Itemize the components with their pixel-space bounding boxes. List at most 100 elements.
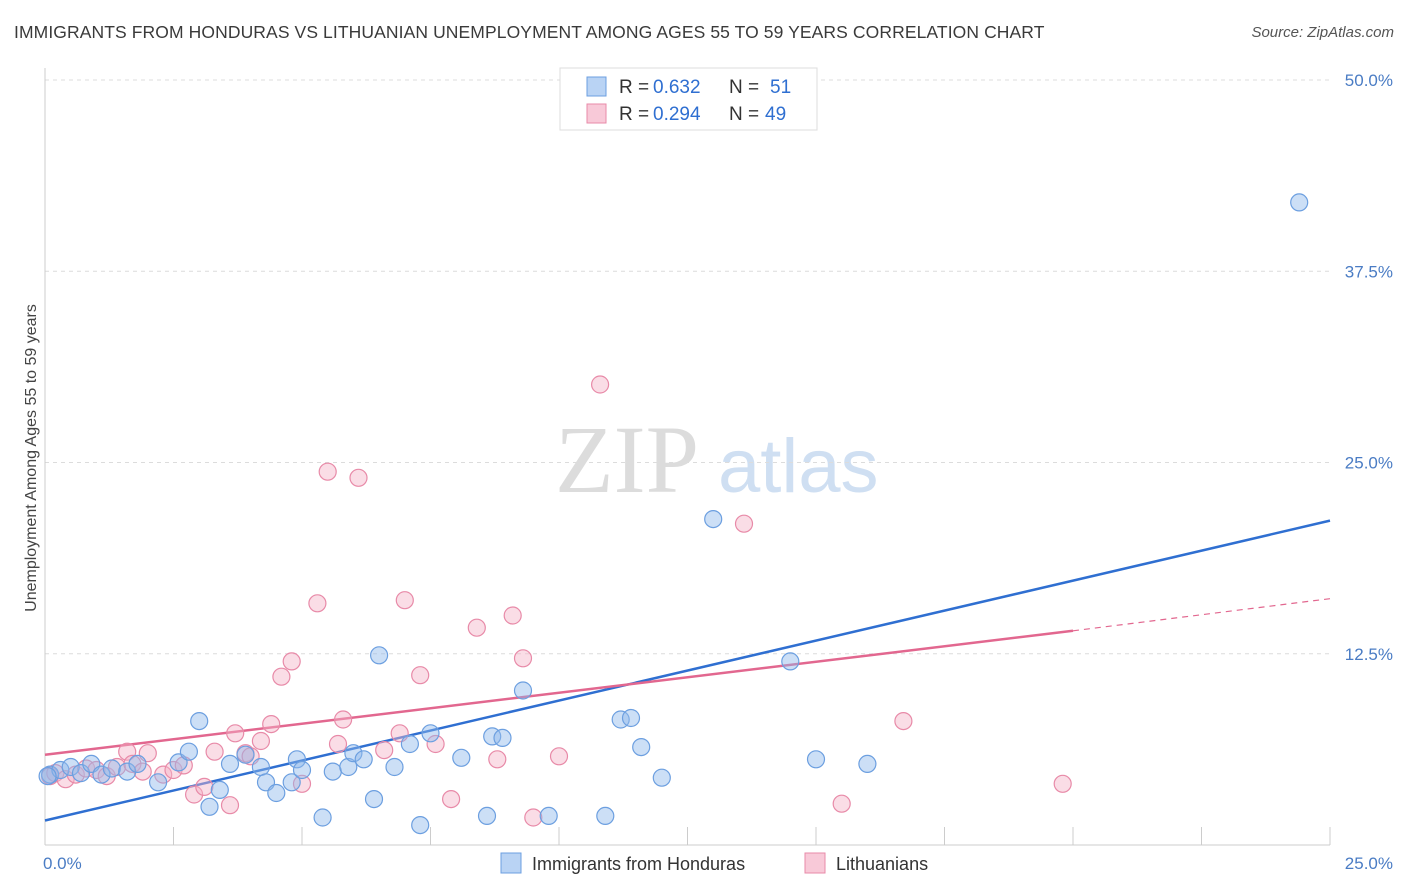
point-lithuanians-25 — [282, 652, 301, 671]
watermark-atlas: atlas — [718, 424, 879, 509]
point-lithuanians-45 — [734, 514, 754, 533]
point-honduras-49 — [1290, 193, 1309, 212]
point-lithuanians-41 — [513, 649, 533, 668]
point-lithuanians-14 — [174, 756, 193, 775]
point-honduras-8 — [128, 754, 147, 774]
bottom-legend-swatch-honduras — [500, 852, 522, 874]
point-lithuanians-38 — [467, 618, 486, 637]
point-honduras-40 — [596, 806, 615, 826]
point-lithuanians-35 — [411, 666, 430, 685]
axes — [44, 68, 1331, 846]
trend-line-lithuanians — [44, 629, 1074, 756]
y-tick-label-2: 37.5% — [1345, 262, 1393, 281]
x-tick-label-0: 0.0% — [43, 854, 82, 873]
bottom-legend-label-honduras: Immigrants from Honduras — [532, 854, 745, 874]
trend-line-lithuanians-extrapolated — [1072, 598, 1331, 632]
point-lithuanians-48 — [1053, 774, 1072, 793]
trend-lines — [44, 519, 1331, 822]
point-lithuanians-16 — [195, 777, 214, 797]
point-lithuanians-29 — [328, 734, 348, 754]
point-honduras-47 — [806, 750, 826, 769]
point-honduras-43 — [632, 737, 651, 757]
point-honduras-2 — [61, 757, 80, 777]
stats-legend: R = 0.632 N = 51 R = 0.294 N = 49 — [559, 67, 818, 131]
point-lithuanians-31 — [349, 468, 368, 487]
point-honduras-46 — [781, 652, 800, 671]
point-honduras-39 — [539, 806, 558, 826]
legend-swatch-lithuanians — [586, 103, 607, 124]
point-honduras-22 — [292, 760, 312, 780]
watermark-zip: ZIP — [555, 406, 699, 513]
point-lithuanians-34 — [395, 591, 414, 610]
series-legend: Immigrants from Honduras Lithuanians — [500, 852, 928, 874]
legend-r-label-1: R = — [619, 77, 649, 98]
point-honduras-20 — [282, 773, 301, 792]
point-lithuanians-37 — [442, 789, 461, 809]
point-lithuanians-43 — [549, 747, 569, 766]
grid-lines — [45, 79, 1330, 655]
point-honduras-12 — [190, 711, 209, 731]
chart-source: Source: ZipAtlas.com — [1251, 24, 1394, 41]
point-lithuanians-44 — [590, 375, 610, 394]
x-tick-label-1: 25.0% — [1345, 854, 1393, 873]
chart-title: IMMIGRANTS FROM HONDURAS VS LITHUANIAN U… — [14, 22, 1045, 42]
point-honduras-25 — [339, 757, 358, 777]
point-honduras-27 — [354, 750, 373, 769]
point-honduras-50 — [38, 766, 57, 786]
point-lithuanians-23 — [262, 714, 281, 734]
point-lithuanians-32 — [375, 740, 394, 760]
point-lithuanians-24 — [272, 667, 291, 686]
point-honduras-5 — [92, 765, 111, 784]
legend-r-label-2: R = — [619, 104, 649, 125]
point-lithuanians-17 — [205, 742, 224, 761]
legend-r-value-1: 0.632 — [653, 77, 701, 98]
legend-r-value-2: 0.294 — [653, 104, 701, 125]
point-honduras-13 — [200, 797, 219, 816]
point-honduras-16 — [236, 745, 255, 764]
point-honduras-33 — [421, 724, 440, 743]
point-lithuanians-27 — [308, 594, 327, 613]
point-lithuanians-30 — [334, 710, 353, 729]
data-points — [38, 193, 1309, 835]
tick-labels: 12.5% 25.0% 37.5% 50.0% 0.0% 25.0% — [43, 71, 1393, 873]
trend-line-honduras — [44, 519, 1331, 822]
point-honduras-15 — [220, 754, 240, 774]
point-honduras-3 — [71, 763, 91, 783]
point-honduras-23 — [313, 808, 332, 827]
point-honduras-17 — [251, 757, 270, 777]
point-lithuanians-39 — [488, 750, 507, 769]
point-lithuanians-46 — [832, 794, 851, 813]
legend-n-label-2: N = — [729, 104, 759, 125]
point-honduras-14 — [210, 780, 229, 800]
legend-n-value-2: 49 — [765, 104, 786, 125]
point-honduras-38 — [513, 681, 533, 700]
point-lithuanians-15 — [185, 785, 204, 804]
point-honduras-6 — [102, 759, 121, 778]
point-honduras-7 — [118, 762, 137, 781]
point-honduras-24 — [323, 762, 342, 781]
point-honduras-30 — [385, 757, 404, 777]
legend-n-value-1: 51 — [770, 77, 791, 98]
point-lithuanians-19 — [226, 724, 245, 743]
point-lithuanians-36 — [426, 734, 445, 754]
point-honduras-34 — [452, 748, 471, 767]
point-lithuanians-42 — [524, 808, 543, 827]
point-honduras-11 — [179, 742, 198, 761]
y-tick-label-0: 12.5% — [1345, 645, 1393, 664]
point-lithuanians-22 — [251, 731, 270, 751]
point-honduras-31 — [400, 734, 419, 754]
y-tick-label-1: 25.0% — [1345, 454, 1393, 473]
legend-swatch-honduras — [586, 76, 607, 97]
y-axis-label: Unemployment Among Ages 55 to 59 years — [23, 304, 40, 612]
point-honduras-45 — [704, 509, 723, 529]
legend-n-label-1: N = — [729, 77, 759, 98]
point-lithuanians-28 — [318, 462, 337, 481]
point-honduras-32 — [411, 815, 430, 835]
point-honduras-44 — [652, 768, 671, 787]
point-lithuanians-40 — [503, 606, 522, 625]
point-honduras-37 — [493, 728, 512, 748]
point-honduras-29 — [370, 646, 389, 665]
point-honduras-19 — [267, 783, 286, 803]
y-tick-label-3: 50.0% — [1345, 71, 1393, 90]
